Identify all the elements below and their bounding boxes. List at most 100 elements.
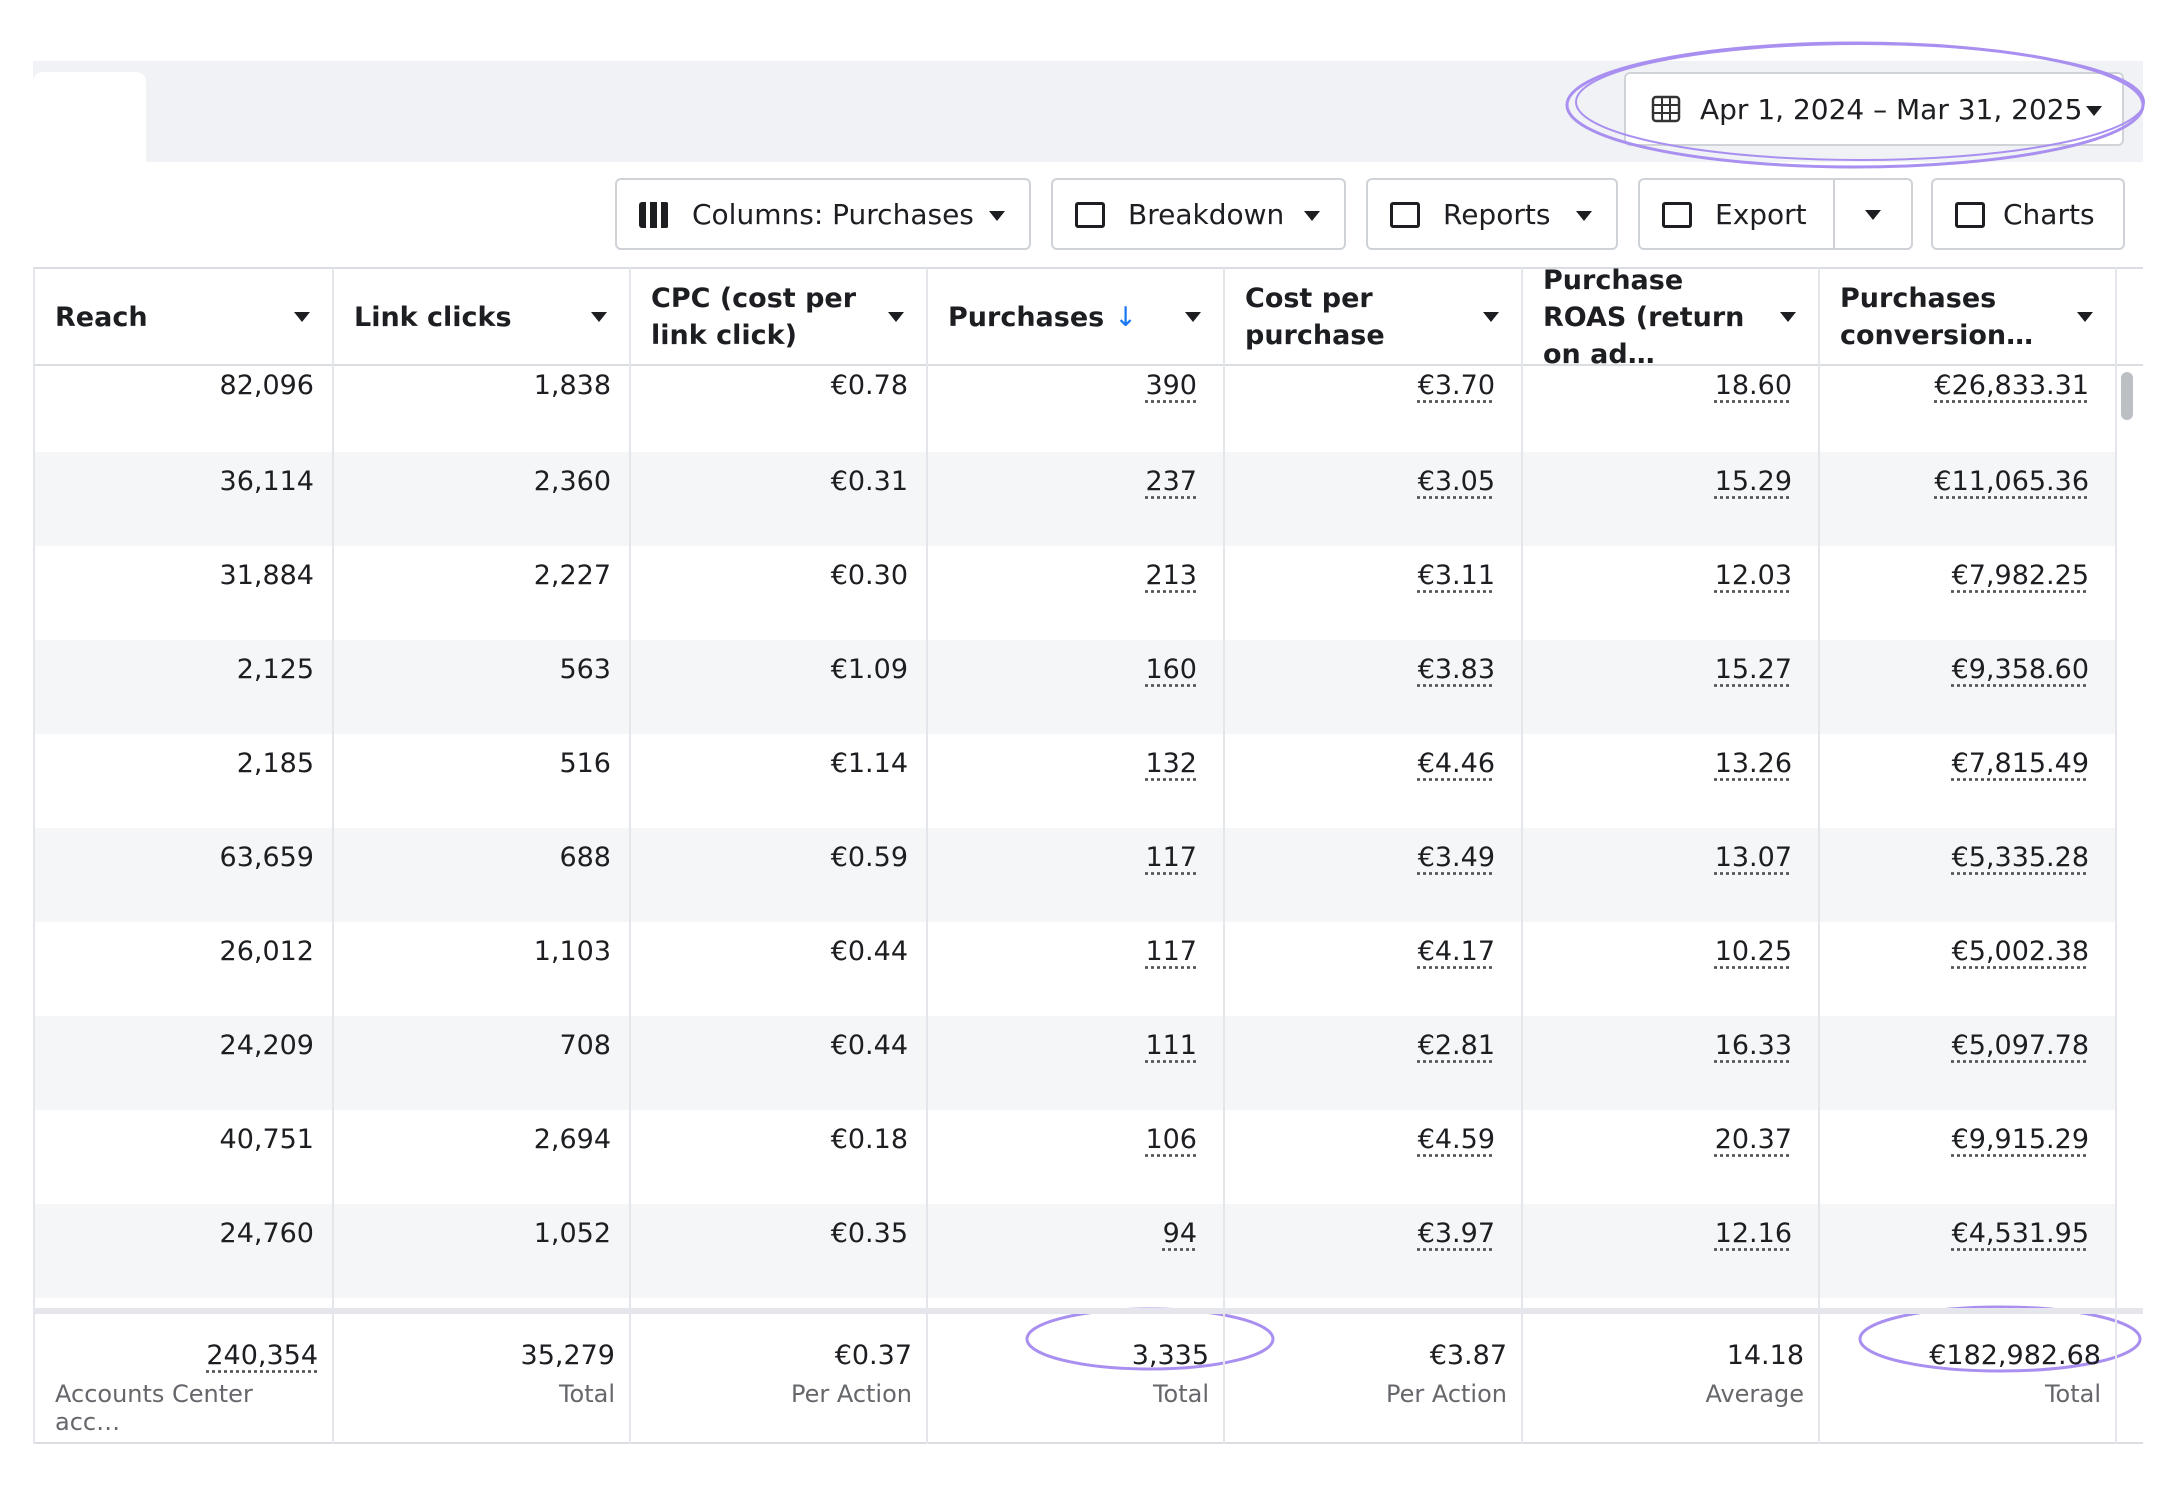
total-value: 14.18 — [1726, 1340, 1804, 1371]
table-cell: 117 — [1145, 936, 1197, 967]
column-border — [1223, 268, 1225, 1444]
icon — [1662, 202, 1692, 228]
table-cell: 708 — [559, 1030, 611, 1061]
table-cell: 82,096 — [219, 370, 314, 401]
dropdown-arrow[interactable] — [1865, 210, 1881, 220]
table-cell: €3.05 — [1417, 466, 1495, 497]
date-range-button[interactable]: Apr 1, 2024 – Mar 31, 2025 — [1624, 72, 2124, 146]
table-cell: 12.03 — [1714, 560, 1792, 591]
table-cell: €26,833.31 — [1934, 370, 2089, 401]
header-text: Purchases — [948, 301, 1105, 333]
total-label: Total — [558, 1380, 615, 1408]
table-cell: €9,915.29 — [1951, 1124, 2089, 1155]
column-header[interactable]: Reach — [33, 268, 332, 366]
column-border — [1521, 268, 1523, 1444]
table-cell: €5,335.28 — [1951, 842, 2089, 873]
table-cell: €0.44 — [830, 936, 908, 967]
table-cell: 36,114 — [219, 466, 314, 497]
table-cell: €3.49 — [1417, 842, 1495, 873]
table-cell: 16.33 — [1714, 1030, 1792, 1061]
table-cell: 688 — [559, 842, 611, 873]
dropdown-arrow — [1780, 312, 1796, 322]
date-range: Apr 1, 2024 – Mar 31, 2025 — [1700, 92, 2083, 126]
table-cell: €0.31 — [830, 466, 908, 497]
table-row — [33, 922, 2115, 1016]
dropdown-arrow — [591, 312, 607, 322]
icon — [1390, 202, 1420, 228]
table-cell: 94 — [1162, 1218, 1197, 1249]
column-border — [2115, 268, 2117, 1444]
column-border — [33, 268, 35, 1444]
table-cell: €4.59 — [1417, 1124, 1495, 1155]
table-cell: €3.83 — [1417, 654, 1495, 685]
header-text: CPC (cost per link click) — [651, 283, 857, 351]
column-header[interactable]: CPC (cost per link click) — [629, 268, 926, 366]
table-row — [33, 640, 2115, 734]
totals-border — [33, 1308, 2143, 1314]
table-row — [33, 1110, 2115, 1204]
table-cell: €0.78 — [830, 370, 908, 401]
column-border — [332, 268, 334, 1444]
table-cell: 2,227 — [533, 560, 611, 591]
column-header[interactable]: Purchases conversion… — [1818, 268, 2115, 366]
table-cell: 15.27 — [1714, 654, 1792, 685]
table-cell: €3.11 — [1417, 560, 1495, 591]
column-header[interactable]: Cost per purchase — [1223, 268, 1521, 366]
highlight-ellipse — [1565, 41, 2145, 169]
table-top-border — [33, 267, 2143, 269]
table-cell: €0.35 — [830, 1218, 908, 1249]
table-cell: €1.14 — [830, 748, 908, 779]
toolbar-button[interactable]: Charts — [1931, 178, 2125, 250]
toolbar-button[interactable]: Columns: Purchases — [615, 178, 1031, 250]
table-cell: €9,358.60 — [1951, 654, 2089, 685]
table-row — [33, 546, 2115, 640]
column-border — [1818, 268, 1820, 1444]
icon — [1075, 202, 1105, 228]
header-text: Cost per purchase — [1245, 283, 1385, 351]
table-cell: 106 — [1145, 1124, 1197, 1155]
table-cell: 15.29 — [1714, 466, 1792, 497]
table-cell: 117 — [1145, 842, 1197, 873]
dropdown-arrow — [1185, 312, 1201, 322]
table-cell: €7,982.25 — [1951, 560, 2089, 591]
table-cell: €0.44 — [830, 1030, 908, 1061]
total-value: €3.87 — [1429, 1340, 1507, 1371]
table-bottom-border — [33, 1442, 2143, 1444]
table-cell: 237 — [1145, 466, 1197, 497]
toolbar-button[interactable]: Reports — [1366, 178, 1618, 250]
button-label: Charts — [2003, 197, 2095, 231]
column-header[interactable]: Purchase ROAS (return on ad… — [1521, 265, 1818, 370]
table-cell: €7,815.49 — [1951, 748, 2089, 779]
table-row — [33, 828, 2115, 922]
column-border — [926, 268, 928, 1444]
table-cell: 1,838 — [533, 370, 611, 401]
button-label: Export — [1715, 197, 1807, 231]
table-cell: €5,097.78 — [1951, 1030, 2089, 1061]
header-text: Purchases conversion… — [1840, 283, 2034, 351]
table-cell: €3.97 — [1417, 1218, 1495, 1249]
dropdown-arrow — [2086, 106, 2102, 116]
total-value: €0.37 — [834, 1340, 912, 1371]
table-cell: 390 — [1145, 370, 1197, 401]
table-cell: €2.81 — [1417, 1030, 1495, 1061]
table-cell: €1.09 — [830, 654, 908, 685]
table-cell: 1,052 — [533, 1218, 611, 1249]
table-row — [33, 1016, 2115, 1110]
table-cell: 20.37 — [1714, 1124, 1792, 1155]
column-header[interactable]: Link clicks — [332, 268, 629, 366]
table-cell: 12.16 — [1714, 1218, 1792, 1249]
table-cell: 31,884 — [219, 560, 314, 591]
scrollbar-thumb[interactable] — [2121, 372, 2133, 420]
table-cell: 1,103 — [533, 936, 611, 967]
dropdown-arrow — [294, 312, 310, 322]
header-bottom-border — [33, 364, 2143, 366]
column-header[interactable]: Purchases ↓ — [926, 268, 1223, 366]
icon — [639, 202, 669, 228]
table-cell: 563 — [559, 654, 611, 685]
total-label: Per Action — [790, 1380, 912, 1408]
toolbar-button[interactable]: Breakdown — [1051, 178, 1346, 250]
table-row — [33, 1204, 2115, 1298]
table-cell: 26,012 — [219, 936, 314, 967]
dropdown-arrow — [2077, 312, 2093, 322]
